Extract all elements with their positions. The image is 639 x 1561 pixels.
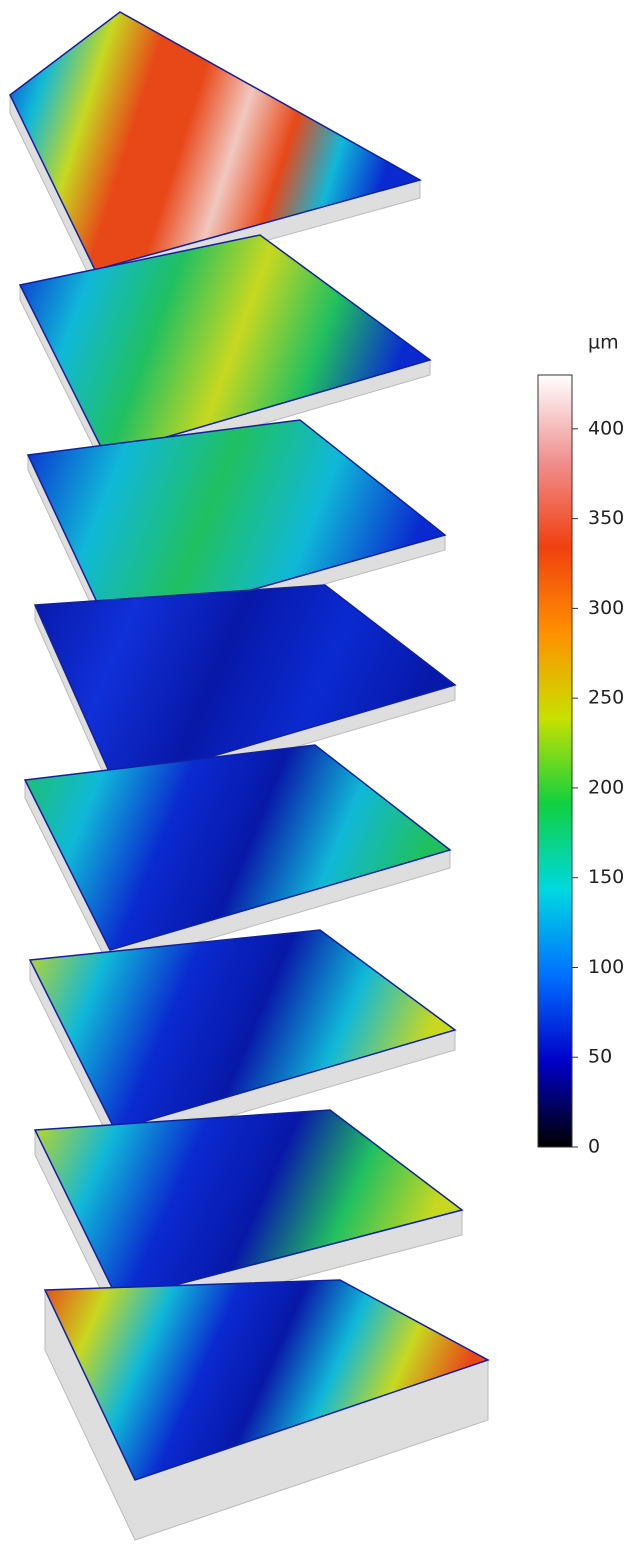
colorbar-tick-label: 400 <box>588 417 624 439</box>
surface-layer <box>23 744 452 969</box>
colorbar-tick-label: 50 <box>588 1046 612 1068</box>
surface-top <box>23 744 452 951</box>
colorbar-tick-label: 200 <box>588 776 624 798</box>
colorbar-tick-label: 350 <box>588 507 624 529</box>
colorbar-tick-label: 0 <box>588 1136 600 1158</box>
surface-top <box>43 1279 490 1481</box>
surface-top <box>9 11 422 271</box>
colorbar-tick-label: 100 <box>588 956 624 978</box>
colorbar-tick-label: 250 <box>588 687 624 709</box>
colorbar-unit: µm <box>588 332 619 354</box>
colorbar-tick-label: 150 <box>588 866 624 888</box>
surface-top <box>28 929 457 1131</box>
surface-top <box>26 419 447 631</box>
colorbar <box>537 374 573 1148</box>
surface-top <box>33 1109 464 1301</box>
surface-stack <box>9 11 490 1541</box>
surface-layer <box>43 1279 490 1541</box>
surface-top <box>18 234 432 456</box>
surface-layer <box>28 929 457 1151</box>
colorbar-tick-label: 300 <box>588 597 624 619</box>
surface-top <box>33 584 457 786</box>
